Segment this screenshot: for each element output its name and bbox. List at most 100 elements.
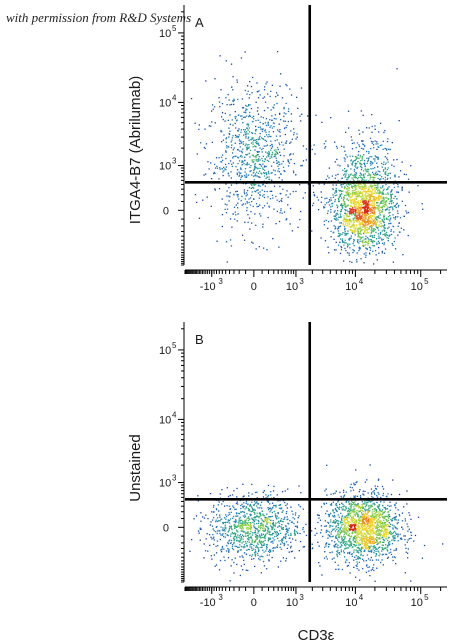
event-point [224,532,227,535]
event-point [233,541,235,544]
event-point [345,173,347,175]
event-point [324,525,326,527]
event-point [387,240,389,242]
event-point [347,547,349,549]
event-point [357,211,359,213]
event-point [255,516,258,518]
event-point [267,216,269,219]
event-point [373,188,376,190]
event-point [354,156,357,158]
event-point [348,528,351,531]
event-point [295,539,297,541]
event-point [246,535,249,537]
event-point [323,206,325,208]
event-point [259,132,261,135]
event-point [234,538,236,540]
event-point [340,551,342,553]
event-point [343,217,345,219]
event-point [365,205,367,208]
event-point [268,519,271,521]
event-point [351,195,353,198]
event-point [370,239,372,241]
event-point [242,527,245,529]
event-point [242,541,244,543]
event-point [247,221,249,223]
event-point [314,153,316,155]
event-point [280,173,282,175]
event-point [256,542,259,544]
event-point [271,502,274,504]
event-point [251,507,253,510]
event-point [259,527,261,530]
event-point [344,210,347,212]
event-point [280,199,282,202]
event-point [243,563,245,566]
event-point [359,557,361,560]
event-point [350,210,352,212]
event-point [370,193,372,195]
event-point [326,202,328,204]
event-point [302,546,304,548]
event-point [276,515,278,517]
event-point [353,202,355,204]
event-point [364,159,366,162]
event-point [391,193,394,195]
event-point [254,541,257,543]
event-point [365,252,367,254]
event-point [348,195,351,197]
event-point [266,517,268,519]
event-point [277,170,279,172]
event-point [393,540,395,542]
event-point [234,523,236,526]
event-point [250,505,252,508]
event-point [359,224,361,226]
event-point [346,252,349,254]
event-point [290,551,292,553]
event-point [249,525,251,528]
event-point [330,512,332,514]
event-point [372,524,374,527]
event-point [379,144,381,147]
event-point [262,155,264,157]
event-point [286,547,288,550]
event-point [248,115,250,118]
event-point [390,229,392,231]
event-point [355,206,357,208]
event-point [265,83,267,85]
event-point [371,518,373,520]
event-point [332,196,335,198]
event-point [358,205,360,207]
event-point [358,157,360,160]
event-point [255,551,257,553]
event-point [377,550,379,552]
event-point [266,159,269,161]
event-point [349,243,351,245]
event-point [398,120,400,122]
event-point [356,539,358,541]
event-point [195,515,198,517]
event-point [372,206,374,209]
event-point [382,530,385,532]
event-point [357,525,359,527]
event-point [363,220,365,223]
event-point [342,222,344,225]
event-point [226,208,229,210]
event-point [228,505,231,507]
event-point [244,515,247,518]
event-point [350,490,352,492]
event-point [358,213,361,215]
event-point [286,507,288,509]
event-point [360,208,362,211]
event-point [375,554,378,556]
event-point [323,183,325,185]
event-point [290,141,292,143]
event-point [257,151,259,154]
event-point [261,189,263,191]
event-point [248,492,250,494]
event-point [355,481,357,484]
event-point [250,183,252,185]
event-point [366,171,368,173]
event-point [274,504,276,507]
event-point [357,220,359,222]
event-point [366,248,368,250]
